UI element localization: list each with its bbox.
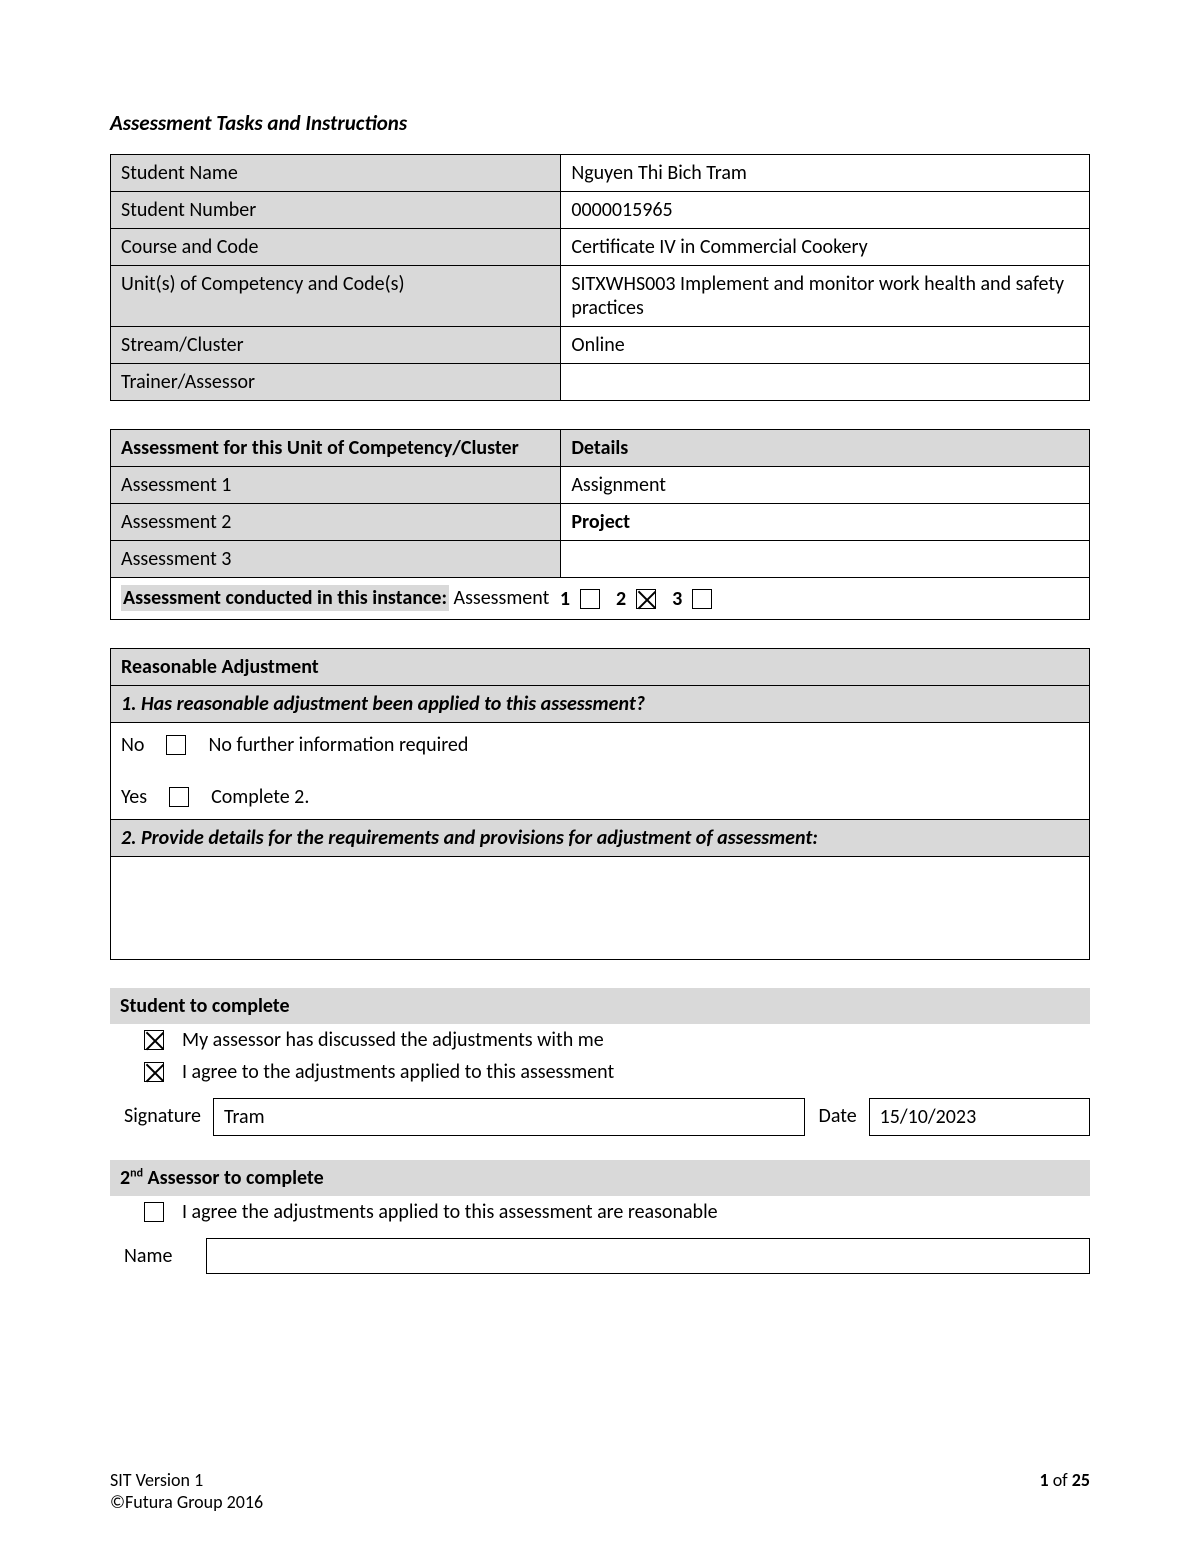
assessment-label: Assessment 1	[111, 467, 561, 504]
document-page: Assessment Tasks and Instructions Studen…	[0, 0, 1200, 1553]
reasonable-adjustment-table: Reasonable Adjustment 1. Has reasonable …	[110, 648, 1090, 960]
instance-tail: Assessment	[449, 586, 549, 610]
info-value: 0000015965	[561, 192, 1090, 229]
student-info-table: Student NameNguyen Thi Bich TramStudent …	[110, 154, 1090, 401]
yes-checkbox[interactable]	[169, 787, 189, 807]
adjustment-details[interactable]	[111, 857, 1090, 960]
info-label: Stream/Cluster	[111, 327, 561, 364]
assessor-header-prefix: 2	[120, 1166, 130, 1190]
assessment-value: Assignment	[561, 467, 1090, 504]
footer-left: SIT Version 1 ©Futura Group 2016	[110, 1469, 263, 1513]
footer-of: of	[1049, 1469, 1072, 1491]
assessor-header-sup: nd	[130, 1167, 143, 1181]
assessor-check-1[interactable]	[144, 1202, 164, 1222]
info-label: Course and Code	[111, 229, 561, 266]
assessor-complete-section: 2nd Assessor to complete I agree the adj…	[110, 1160, 1090, 1274]
footer-page-total: 25	[1072, 1469, 1090, 1491]
name-field[interactable]	[206, 1238, 1090, 1274]
student-check-2[interactable]	[144, 1062, 164, 1082]
info-value	[561, 364, 1090, 401]
info-value: SITXWHS003 Implement and monitor work he…	[561, 266, 1090, 327]
assessment-value	[561, 541, 1090, 578]
yes-label: Yes	[121, 785, 147, 809]
info-label: Unit(s) of Competency and Code(s)	[111, 266, 561, 327]
no-label: No	[121, 733, 144, 757]
instance-prefix: Assessment conducted in this instance:	[121, 585, 449, 611]
name-label: Name	[110, 1238, 206, 1274]
date-label: Date	[805, 1098, 869, 1136]
adjustment-q1: 1. Has reasonable adjustment been applie…	[111, 686, 1090, 723]
page-footer: SIT Version 1 ©Futura Group 2016 1 of 25	[110, 1469, 1090, 1513]
assessment-label: Assessment 3	[111, 541, 561, 578]
assessment-header-left: Assessment for this Unit of Competency/C…	[111, 430, 561, 467]
instance-option-checkbox[interactable]	[580, 589, 600, 609]
assessment-table: Assessment for this Unit of Competency/C…	[110, 429, 1090, 620]
no-checkbox[interactable]	[166, 735, 186, 755]
page-title: Assessment Tasks and Instructions	[110, 110, 1090, 136]
assessment-label: Assessment 2	[111, 504, 561, 541]
no-text: No further information required	[208, 733, 468, 757]
student-complete-header: Student to complete	[110, 988, 1090, 1024]
info-label: Trainer/Assessor	[111, 364, 561, 401]
footer-page-num: 1	[1040, 1469, 1049, 1491]
instance-option-checkbox[interactable]	[636, 589, 656, 609]
footer-copyright: ©Futura Group 2016	[110, 1491, 263, 1513]
info-label: Student Name	[111, 155, 561, 192]
instance-option-num: 1	[560, 587, 570, 611]
footer-version: SIT Version 1	[110, 1469, 263, 1491]
info-value: Online	[561, 327, 1090, 364]
student-check-1-text: My assessor has discussed the adjustment…	[182, 1028, 604, 1052]
instance-option-num: 2	[616, 587, 626, 611]
signature-label: Signature	[110, 1098, 213, 1136]
adjustment-q2: 2. Provide details for the requirements …	[111, 820, 1090, 857]
date-field[interactable]: 15/10/2023	[869, 1098, 1090, 1136]
adjustment-details-text	[121, 863, 1079, 953]
assessment-header-right: Details	[561, 430, 1090, 467]
student-complete-section: Student to complete My assessor has disc…	[110, 988, 1090, 1136]
adjustment-q1-body: No No further information required Yes C…	[111, 723, 1090, 820]
assessor-complete-header: 2nd Assessor to complete	[110, 1160, 1090, 1196]
adjustment-header: Reasonable Adjustment	[111, 649, 1090, 686]
assessor-check-1-text: I agree the adjustments applied to this …	[182, 1200, 718, 1224]
assessment-instance-row: Assessment conducted in this instance: A…	[111, 578, 1090, 620]
instance-option-num: 3	[672, 587, 682, 611]
assessor-header-rest: Assessor to complete	[143, 1166, 324, 1190]
info-label: Student Number	[111, 192, 561, 229]
footer-right: 1 of 25	[1040, 1469, 1091, 1513]
info-value: Nguyen Thi Bich Tram	[561, 155, 1090, 192]
yes-text: Complete 2.	[211, 785, 309, 809]
student-check-2-text: I agree to the adjustments applied to th…	[182, 1060, 614, 1084]
instance-option-checkbox[interactable]	[692, 589, 712, 609]
student-check-1[interactable]	[144, 1030, 164, 1050]
assessment-value: Project	[561, 504, 1090, 541]
signature-field[interactable]: Tram	[213, 1098, 805, 1136]
info-value: Certificate IV in Commercial Cookery	[561, 229, 1090, 266]
